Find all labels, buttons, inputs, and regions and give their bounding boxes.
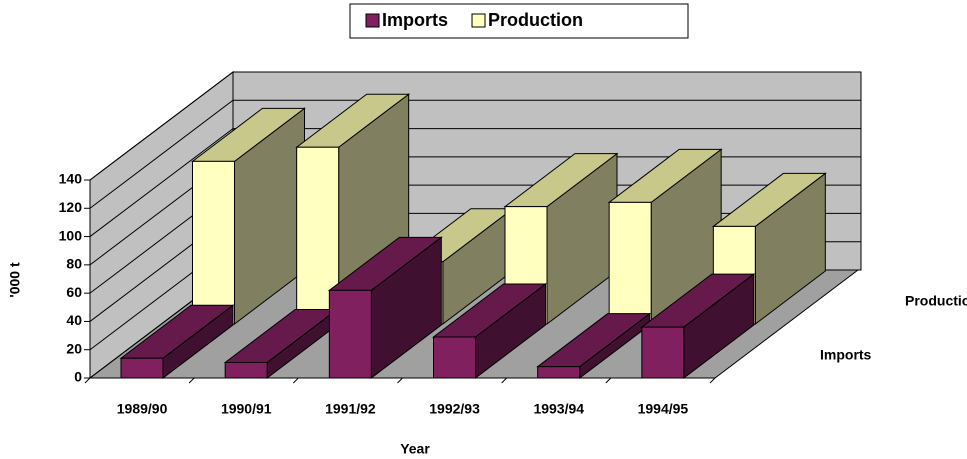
x-tick bbox=[292, 377, 299, 384]
y-tick-label: 100 bbox=[59, 227, 83, 243]
bar bbox=[432, 282, 547, 380]
x-tick-label: 1993/94 bbox=[533, 401, 584, 417]
x-tick-label: 1989/90 bbox=[117, 401, 168, 417]
x-tick-label: 1990/91 bbox=[221, 401, 272, 417]
bar-front bbox=[328, 289, 372, 379]
y-tick-label: 20 bbox=[66, 340, 82, 356]
legend-label: Production bbox=[488, 10, 583, 30]
grid-line bbox=[89, 128, 861, 237]
x-tick bbox=[188, 377, 195, 384]
y-tick-label: 60 bbox=[66, 284, 82, 300]
bar-front bbox=[192, 160, 235, 325]
x-tick bbox=[501, 377, 508, 384]
legend-swatch bbox=[365, 13, 380, 28]
x-axis-title: Year bbox=[400, 441, 430, 457]
x-tick-label: 1992/93 bbox=[429, 401, 480, 417]
legend-swatch bbox=[471, 13, 486, 28]
bar-front bbox=[120, 357, 164, 379]
bar bbox=[223, 308, 339, 380]
x-tick bbox=[397, 377, 403, 384]
bar-front bbox=[641, 326, 685, 379]
bar bbox=[191, 107, 306, 326]
bar bbox=[640, 273, 756, 380]
y-tick-label: 140 bbox=[59, 171, 83, 187]
x-tick bbox=[605, 377, 612, 384]
series-axis-label: Production bbox=[905, 293, 967, 309]
bar bbox=[327, 236, 443, 380]
bar-front bbox=[433, 336, 476, 379]
y-tick-label: 40 bbox=[66, 312, 82, 328]
bar bbox=[295, 93, 411, 326]
x-tick-label: 1994/95 bbox=[638, 401, 689, 417]
series-axis-label: Imports bbox=[820, 347, 872, 363]
bar bbox=[607, 148, 723, 326]
bar-front bbox=[537, 366, 581, 379]
y-tick-label: 120 bbox=[59, 199, 83, 215]
x-tick-label: 1991/92 bbox=[325, 401, 376, 417]
y-axis-title: '000 t bbox=[7, 262, 23, 298]
bar-front bbox=[224, 361, 268, 379]
grid-line bbox=[89, 99, 861, 209]
grid-line bbox=[89, 71, 861, 181]
bar-front bbox=[608, 201, 652, 325]
legend-box bbox=[349, 3, 689, 39]
bar bbox=[536, 312, 652, 380]
x-tick bbox=[709, 377, 716, 384]
legend-label: Imports bbox=[382, 10, 448, 30]
x-tick bbox=[84, 377, 91, 384]
y-tick-label: 80 bbox=[66, 256, 82, 272]
bar bbox=[119, 304, 235, 380]
y-tick-label: 0 bbox=[74, 369, 82, 385]
